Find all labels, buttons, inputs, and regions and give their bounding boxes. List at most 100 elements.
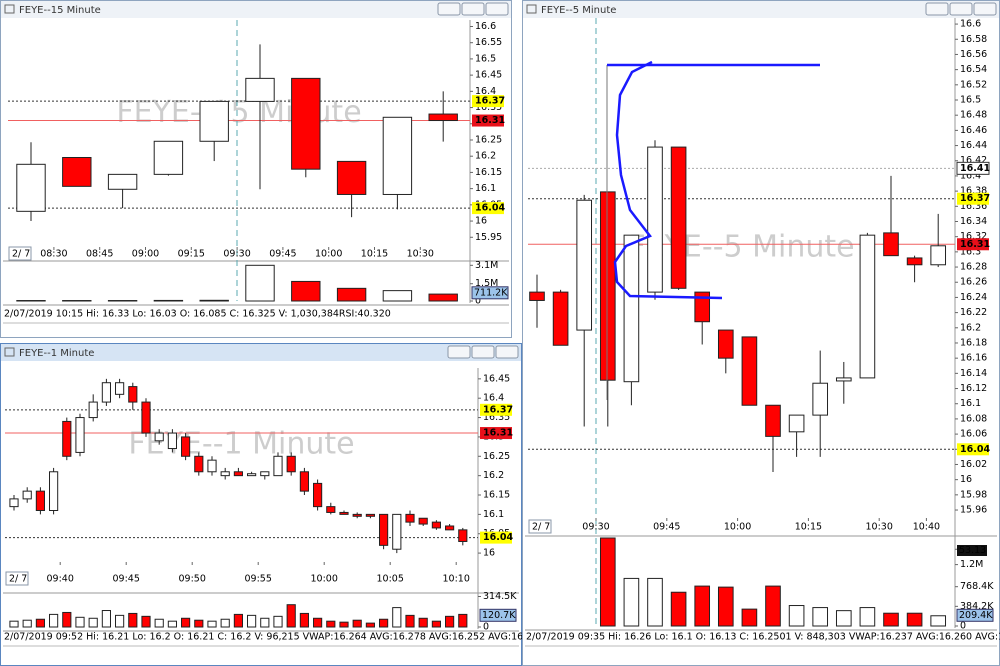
close-button[interactable] (973, 2, 997, 16)
x-tick-label: 09:50 (179, 574, 206, 585)
volume-bar (445, 615, 455, 628)
volume-bar (233, 613, 243, 628)
candle-body (647, 146, 663, 293)
volume-bar (906, 612, 923, 627)
candle-body (291, 77, 321, 170)
price-marker (480, 403, 512, 416)
y-tick-label: 16.2 (483, 470, 504, 481)
watermark: FEYE--15 Minute (116, 95, 361, 130)
volume-bar (22, 619, 32, 628)
y-tick-label: 16.6 (960, 19, 981, 30)
y-tick-label: 16.42 (960, 155, 987, 166)
candle-body (529, 291, 545, 301)
candle-body (22, 490, 32, 500)
candle-body (128, 386, 138, 403)
y-tick-label: 16.48 (960, 110, 987, 121)
y-tick-label: 16.4 (475, 86, 496, 97)
y-tick-label: 16.58 (960, 34, 987, 45)
candle-body (154, 432, 164, 442)
candle-body (576, 199, 593, 331)
candle-body (431, 521, 441, 529)
y-tick-label: 16.1 (960, 398, 981, 409)
y-tick-label: 16.28 (960, 262, 987, 273)
date-button[interactable] (8, 246, 32, 261)
date-button[interactable] (528, 519, 552, 534)
y-tick-label: 16.16 (960, 353, 987, 364)
window-title: FEYE--5 Minute (541, 5, 616, 16)
price-marker-label: 16.37 (960, 193, 990, 204)
candle-body (220, 471, 230, 477)
date-button-label[interactable]: 2/ 7 (532, 522, 550, 533)
volume-bar (599, 537, 616, 627)
y-tick-label: 16.22 (960, 307, 987, 318)
price-marker (957, 443, 989, 456)
candle-body (75, 417, 85, 453)
price-marker (956, 161, 990, 175)
volume-tick-label: 0 (475, 296, 481, 307)
y-tick-label: 16.12 (960, 383, 987, 394)
minimize-button[interactable] (925, 2, 949, 16)
volume-bar (788, 605, 805, 627)
volume-bar (405, 614, 415, 628)
volume-tick-label: 0 (960, 621, 966, 632)
volume-bar (765, 585, 781, 627)
y-tick-label: 16.55 (475, 37, 502, 48)
maximize-button[interactable] (471, 345, 495, 359)
candle-body (694, 291, 711, 323)
x-tick-label: 09:40 (47, 574, 74, 585)
close-button[interactable] (495, 345, 519, 359)
volume-bar (247, 614, 257, 628)
candle-body (167, 432, 177, 450)
date-button[interactable] (5, 571, 29, 586)
date-button-label[interactable]: 2/ 7 (12, 249, 30, 260)
candle-body (286, 455, 296, 473)
volume-bar (291, 280, 321, 302)
x-tick-label: 10:10 (443, 574, 470, 585)
x-tick-label: 10:05 (377, 574, 404, 585)
volume-bar (35, 618, 45, 628)
y-tick-label: 16.25 (483, 451, 510, 462)
minimize-button[interactable] (447, 345, 471, 359)
volume-tick-label: 1.2M (960, 559, 983, 570)
candle-body (930, 245, 947, 266)
candle-body (382, 116, 413, 195)
x-tick-label: 08:45 (86, 249, 113, 260)
maximize-button[interactable] (949, 2, 973, 16)
title-bar (523, 1, 999, 18)
y-tick-label: 16.18 (960, 337, 987, 348)
volume-bar (883, 612, 899, 627)
indicator-label: 53.13 (959, 545, 986, 556)
watermark: FEYE--1 Minute (128, 427, 354, 462)
volume-bar (717, 586, 734, 627)
y-tick-label: 16.32 (960, 231, 987, 242)
y-tick-label: 16.4 (483, 393, 504, 404)
status-bar: 2/07/2019 09:52 Hi: 16.21 Lo: 16.2 O: 16… (4, 632, 544, 643)
volume-bar (128, 612, 138, 628)
date-button-label[interactable]: 2/ 7 (9, 574, 27, 585)
volume-profile (613, 60, 723, 300)
candle-body (88, 401, 98, 419)
candle-body (247, 473, 257, 477)
watermark: FEYE--5 Minute (628, 230, 854, 265)
volume-marker-label: 120.7K (482, 610, 516, 621)
volume-bar (647, 577, 663, 627)
price-marker-label: 16.04 (483, 532, 513, 543)
candle-body (812, 382, 829, 416)
y-tick-label: 16.06 (960, 429, 987, 440)
candle-body (552, 291, 569, 346)
y-tick-label: 16.26 (960, 277, 987, 288)
x-tick-label: 09:55 (245, 574, 272, 585)
volume-bar (181, 617, 191, 628)
close-button[interactable] (485, 2, 509, 16)
volume-bar (299, 612, 309, 628)
volume-bar (245, 264, 275, 302)
volume-tick-label: 314.5K (483, 591, 517, 602)
window-frame (522, 0, 1000, 666)
maximize-button[interactable] (461, 2, 485, 16)
minimize-button[interactable] (437, 2, 461, 16)
candle-body (233, 471, 243, 477)
y-tick-label: 16.45 (475, 70, 502, 81)
y-tick-label: 16.6 (475, 21, 496, 32)
volume-marker (956, 608, 994, 622)
candle-body (35, 490, 45, 511)
